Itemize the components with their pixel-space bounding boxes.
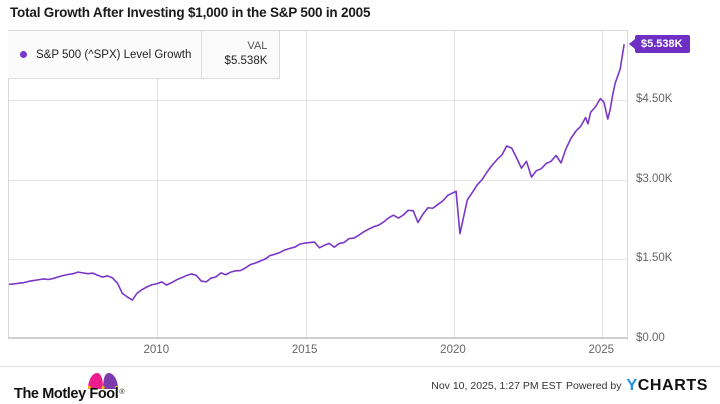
series-line-sp500	[9, 44, 625, 301]
legend-value-header: VAL	[247, 40, 268, 53]
timestamp: Nov 10, 2025, 1:27 PM EST	[431, 380, 562, 392]
trademark-symbol: ®	[119, 389, 125, 396]
plot-area	[8, 30, 628, 338]
x-axis-tick-label: 2020	[440, 344, 466, 356]
gridline-horizontal	[9, 100, 627, 102]
y-axis-tick-label: $0.00	[636, 332, 665, 344]
legend-color-swatch-icon	[20, 51, 27, 58]
legend-series-sp500[interactable]: S&P 500 (^SPX) Level Growth	[8, 31, 201, 78]
x-axis-tick-label: 2015	[291, 344, 318, 356]
legend-value-amount: $5.538K	[224, 55, 268, 68]
x-axis-labels: 2010 2015 2020 2025	[8, 344, 628, 362]
ycharts-logo-y: Y	[626, 377, 638, 394]
page-title: Total Growth After Investing $1,000 in t…	[10, 5, 371, 20]
chart-legend[interactable]: S&P 500 (^SPX) Level Growth VAL $5.538K	[8, 31, 280, 79]
gridline-horizontal	[9, 259, 627, 261]
y-axis-tick-label: $3.00K	[636, 172, 673, 185]
legend-series-label: S&P 500 (^SPX) Level Growth	[36, 48, 192, 61]
plot-inner	[9, 31, 627, 337]
motley-fool-wordmark: The Motley Fool	[14, 385, 119, 402]
legend-value-column: VAL $5.538K	[201, 31, 277, 78]
gridline-vertical	[453, 31, 455, 337]
motley-fool-logo: The Motley Fool ®	[14, 371, 125, 401]
gridline-vertical	[305, 31, 307, 337]
gridline-vertical	[602, 31, 604, 337]
jester-hat-icon	[87, 373, 119, 389]
gridline-vertical	[157, 31, 159, 337]
x-axis-tick-label: 2025	[588, 344, 615, 356]
y-axis-labels: $0.00 $1.50K $3.00K $4.50K	[636, 30, 720, 346]
footer-attribution: Nov 10, 2025, 1:27 PM EST Powered by Y CH…	[431, 377, 708, 395]
last-value-badge-label: $5.538K	[641, 37, 683, 50]
last-value-badge: $5.538K	[629, 34, 690, 53]
ycharts-logo[interactable]: Y CHARTS	[626, 378, 708, 394]
x-axis-baseline	[8, 337, 628, 339]
y-axis-tick-label: $4.50K	[636, 93, 673, 106]
y-axis-tick-label: $1.50K	[636, 252, 673, 265]
powered-by-label: Powered by	[566, 380, 622, 392]
chart-footer: The Motley Fool ® Nov 10, 2025, 1:27 PM …	[0, 366, 720, 404]
gridline-horizontal	[9, 179, 627, 181]
x-axis-tick-label: 2010	[143, 344, 170, 356]
ycharts-logo-text: CHARTS	[637, 377, 708, 394]
